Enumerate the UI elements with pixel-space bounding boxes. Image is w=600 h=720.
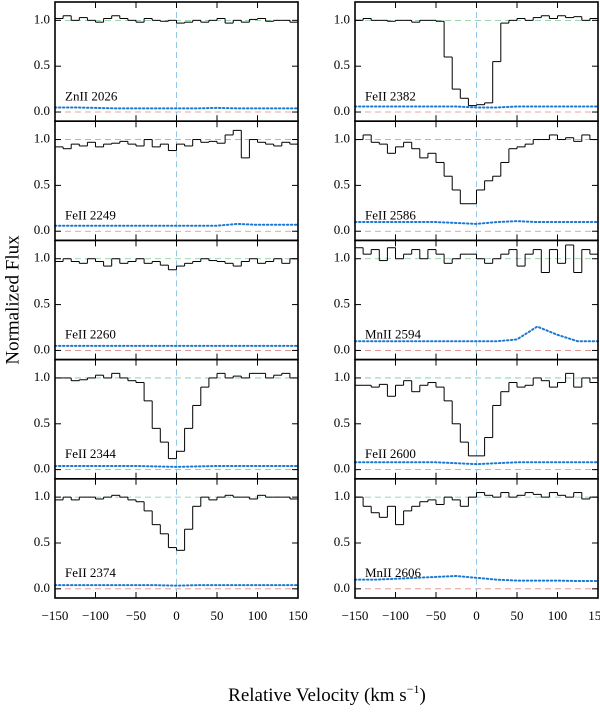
y-tick-label: 0.5 bbox=[334, 534, 350, 549]
x-tick-label: −100 bbox=[382, 608, 409, 623]
error-line bbox=[354, 574, 599, 583]
panel-label: MnII 2606 bbox=[365, 565, 421, 580]
error-line bbox=[354, 220, 599, 225]
x-axis-label-main: Relative Velocity (km s bbox=[228, 685, 407, 706]
y-tick-label: 0.5 bbox=[334, 415, 350, 430]
y-tick-label: 0.0 bbox=[34, 103, 50, 118]
x-tick-label: −50 bbox=[426, 608, 446, 623]
x-tick-label: −150 bbox=[42, 608, 69, 623]
y-tick-label: 1.0 bbox=[334, 488, 350, 503]
y-tick-label: 1.0 bbox=[334, 369, 350, 384]
x-tick-label: −150 bbox=[342, 608, 369, 623]
y-tick-label: 0.0 bbox=[34, 580, 50, 595]
y-tick-label: 0.0 bbox=[334, 580, 350, 595]
panel-label: FeII 2382 bbox=[365, 88, 416, 103]
y-tick-label: 0.0 bbox=[34, 461, 50, 476]
error-line bbox=[54, 464, 299, 468]
y-tick-label: 0.5 bbox=[34, 415, 50, 430]
y-tick-label: 1.0 bbox=[334, 131, 350, 146]
y-tick-label: 0.0 bbox=[334, 461, 350, 476]
x-tick-label: 100 bbox=[248, 608, 268, 623]
panel-label: MnII 2594 bbox=[365, 327, 421, 342]
y-tick-label: 0.5 bbox=[334, 296, 350, 311]
panel-label: ZnII 2026 bbox=[65, 88, 118, 103]
error-line bbox=[54, 222, 299, 227]
panel-label: FeII 2260 bbox=[65, 327, 116, 342]
error-line bbox=[54, 106, 299, 110]
y-tick-label: 1.0 bbox=[34, 250, 50, 265]
y-tick-label: 0.5 bbox=[34, 296, 50, 311]
panel-label: FeII 2586 bbox=[365, 208, 416, 223]
x-tick-label: 50 bbox=[511, 608, 524, 623]
y-tick-label: 0.0 bbox=[334, 222, 350, 237]
panel-label: FeII 2374 bbox=[65, 565, 116, 580]
x-tick-label: 100 bbox=[548, 608, 568, 623]
x-axis-label-end: ) bbox=[420, 685, 426, 706]
y-tick-label: 0.5 bbox=[334, 57, 350, 72]
x-tick-label: 150 bbox=[588, 608, 600, 623]
x-axis-label: Relative Velocity (km s−1) bbox=[228, 682, 426, 707]
y-tick-label: 0.0 bbox=[34, 341, 50, 356]
x-tick-label: 150 bbox=[288, 608, 308, 623]
y-axis-label: Normalized Flux bbox=[2, 235, 23, 365]
panel-label: FeII 2600 bbox=[365, 446, 416, 461]
panel-label: FeII 2344 bbox=[65, 446, 116, 461]
y-tick-label: 0.5 bbox=[34, 176, 50, 191]
y-tick-label: 1.0 bbox=[334, 11, 350, 26]
x-tick-label: 0 bbox=[173, 608, 180, 623]
error-line bbox=[354, 105, 599, 109]
y-tick-label: 0.0 bbox=[334, 103, 350, 118]
x-tick-label: −100 bbox=[82, 608, 109, 623]
y-tick-label: 1.0 bbox=[34, 488, 50, 503]
y-tick-label: 0.5 bbox=[34, 534, 50, 549]
panel-label: FeII 2249 bbox=[65, 208, 116, 223]
x-tick-label: 0 bbox=[473, 608, 480, 623]
y-tick-label: 1.0 bbox=[34, 11, 50, 26]
x-axis-label-sup: −1 bbox=[407, 682, 420, 696]
error-line bbox=[354, 325, 599, 343]
y-tick-label: 0.5 bbox=[34, 57, 50, 72]
error-line bbox=[354, 461, 599, 466]
x-tick-label: −50 bbox=[126, 608, 146, 623]
y-tick-label: 1.0 bbox=[34, 369, 50, 384]
y-tick-label: 0.5 bbox=[334, 176, 350, 191]
y-tick-label: 1.0 bbox=[334, 250, 350, 265]
y-tick-label: 0.0 bbox=[334, 341, 350, 356]
y-tick-label: 1.0 bbox=[34, 131, 50, 146]
y-tick-label: 0.0 bbox=[34, 222, 50, 237]
x-tick-label: 50 bbox=[211, 608, 224, 623]
